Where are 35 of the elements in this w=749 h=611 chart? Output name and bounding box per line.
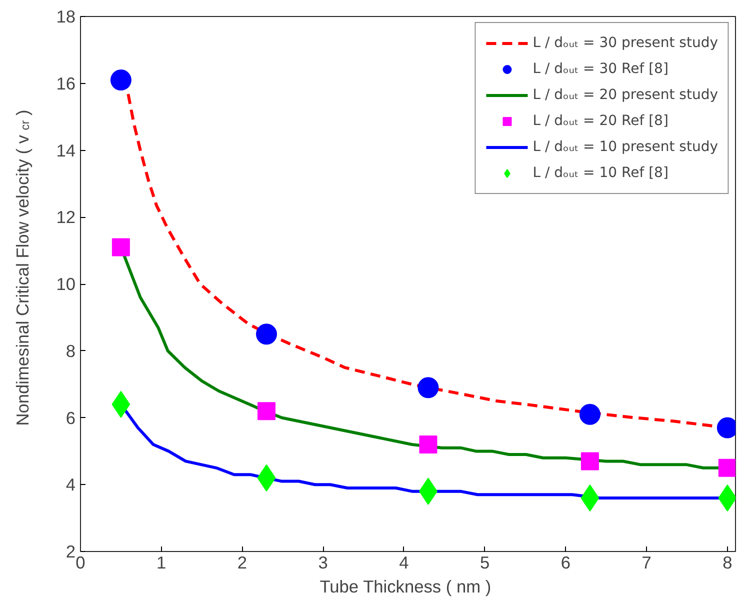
legend-label: L / dₒᵤₜ = 10 present study [532, 139, 718, 155]
x-tick-label: 6 [560, 552, 571, 572]
x-tick-label: 5 [480, 552, 490, 572]
point [419, 436, 438, 454]
x-tick-label: 0 [76, 552, 86, 572]
point [579, 404, 600, 425]
y-tick-label: 10 [56, 274, 76, 294]
legend-label: L / dₒᵤₜ = 20 Ref [8] [532, 113, 668, 129]
point [112, 238, 130, 256]
x-tick-label: 8 [722, 552, 732, 572]
x-tick-label: 2 [237, 552, 248, 572]
point [256, 324, 277, 345]
point [110, 70, 132, 91]
y-tick-label: 12 [56, 207, 76, 228]
point [418, 377, 439, 398]
y-tick-label: 18 [56, 6, 76, 26]
legend-label: L / dₒᵤₜ = 10 Ref [8] [532, 165, 668, 181]
legend-label: L / dₒᵤₜ = 30 present study [532, 35, 718, 51]
point [257, 402, 276, 420]
y-tick-label: 4 [66, 474, 76, 495]
y-tick-label: 8 [66, 340, 76, 361]
point [580, 452, 599, 470]
legend-label: L / dₒᵤₜ = 20 present study [532, 87, 718, 103]
legend-label: L / dₒᵤₜ = 30 Ref [8] [532, 61, 668, 77]
x-tick-label: 3 [318, 552, 328, 572]
x-axis-title: Tube Thickness ( nm ) [320, 576, 492, 596]
x-tick-label: 7 [642, 552, 652, 572]
point [580, 484, 600, 512]
y-tick-label: 6 [66, 408, 76, 428]
y-tick-label: 16 [56, 73, 76, 94]
y-axis-title: Nondimesinal Critical Flow velocity ( vcr ) [12, 110, 32, 426]
point [718, 458, 736, 477]
x-tick-label: 4 [399, 552, 410, 572]
y-tick-label: 14 [56, 140, 76, 160]
x-tick-label: 1 [156, 552, 166, 572]
